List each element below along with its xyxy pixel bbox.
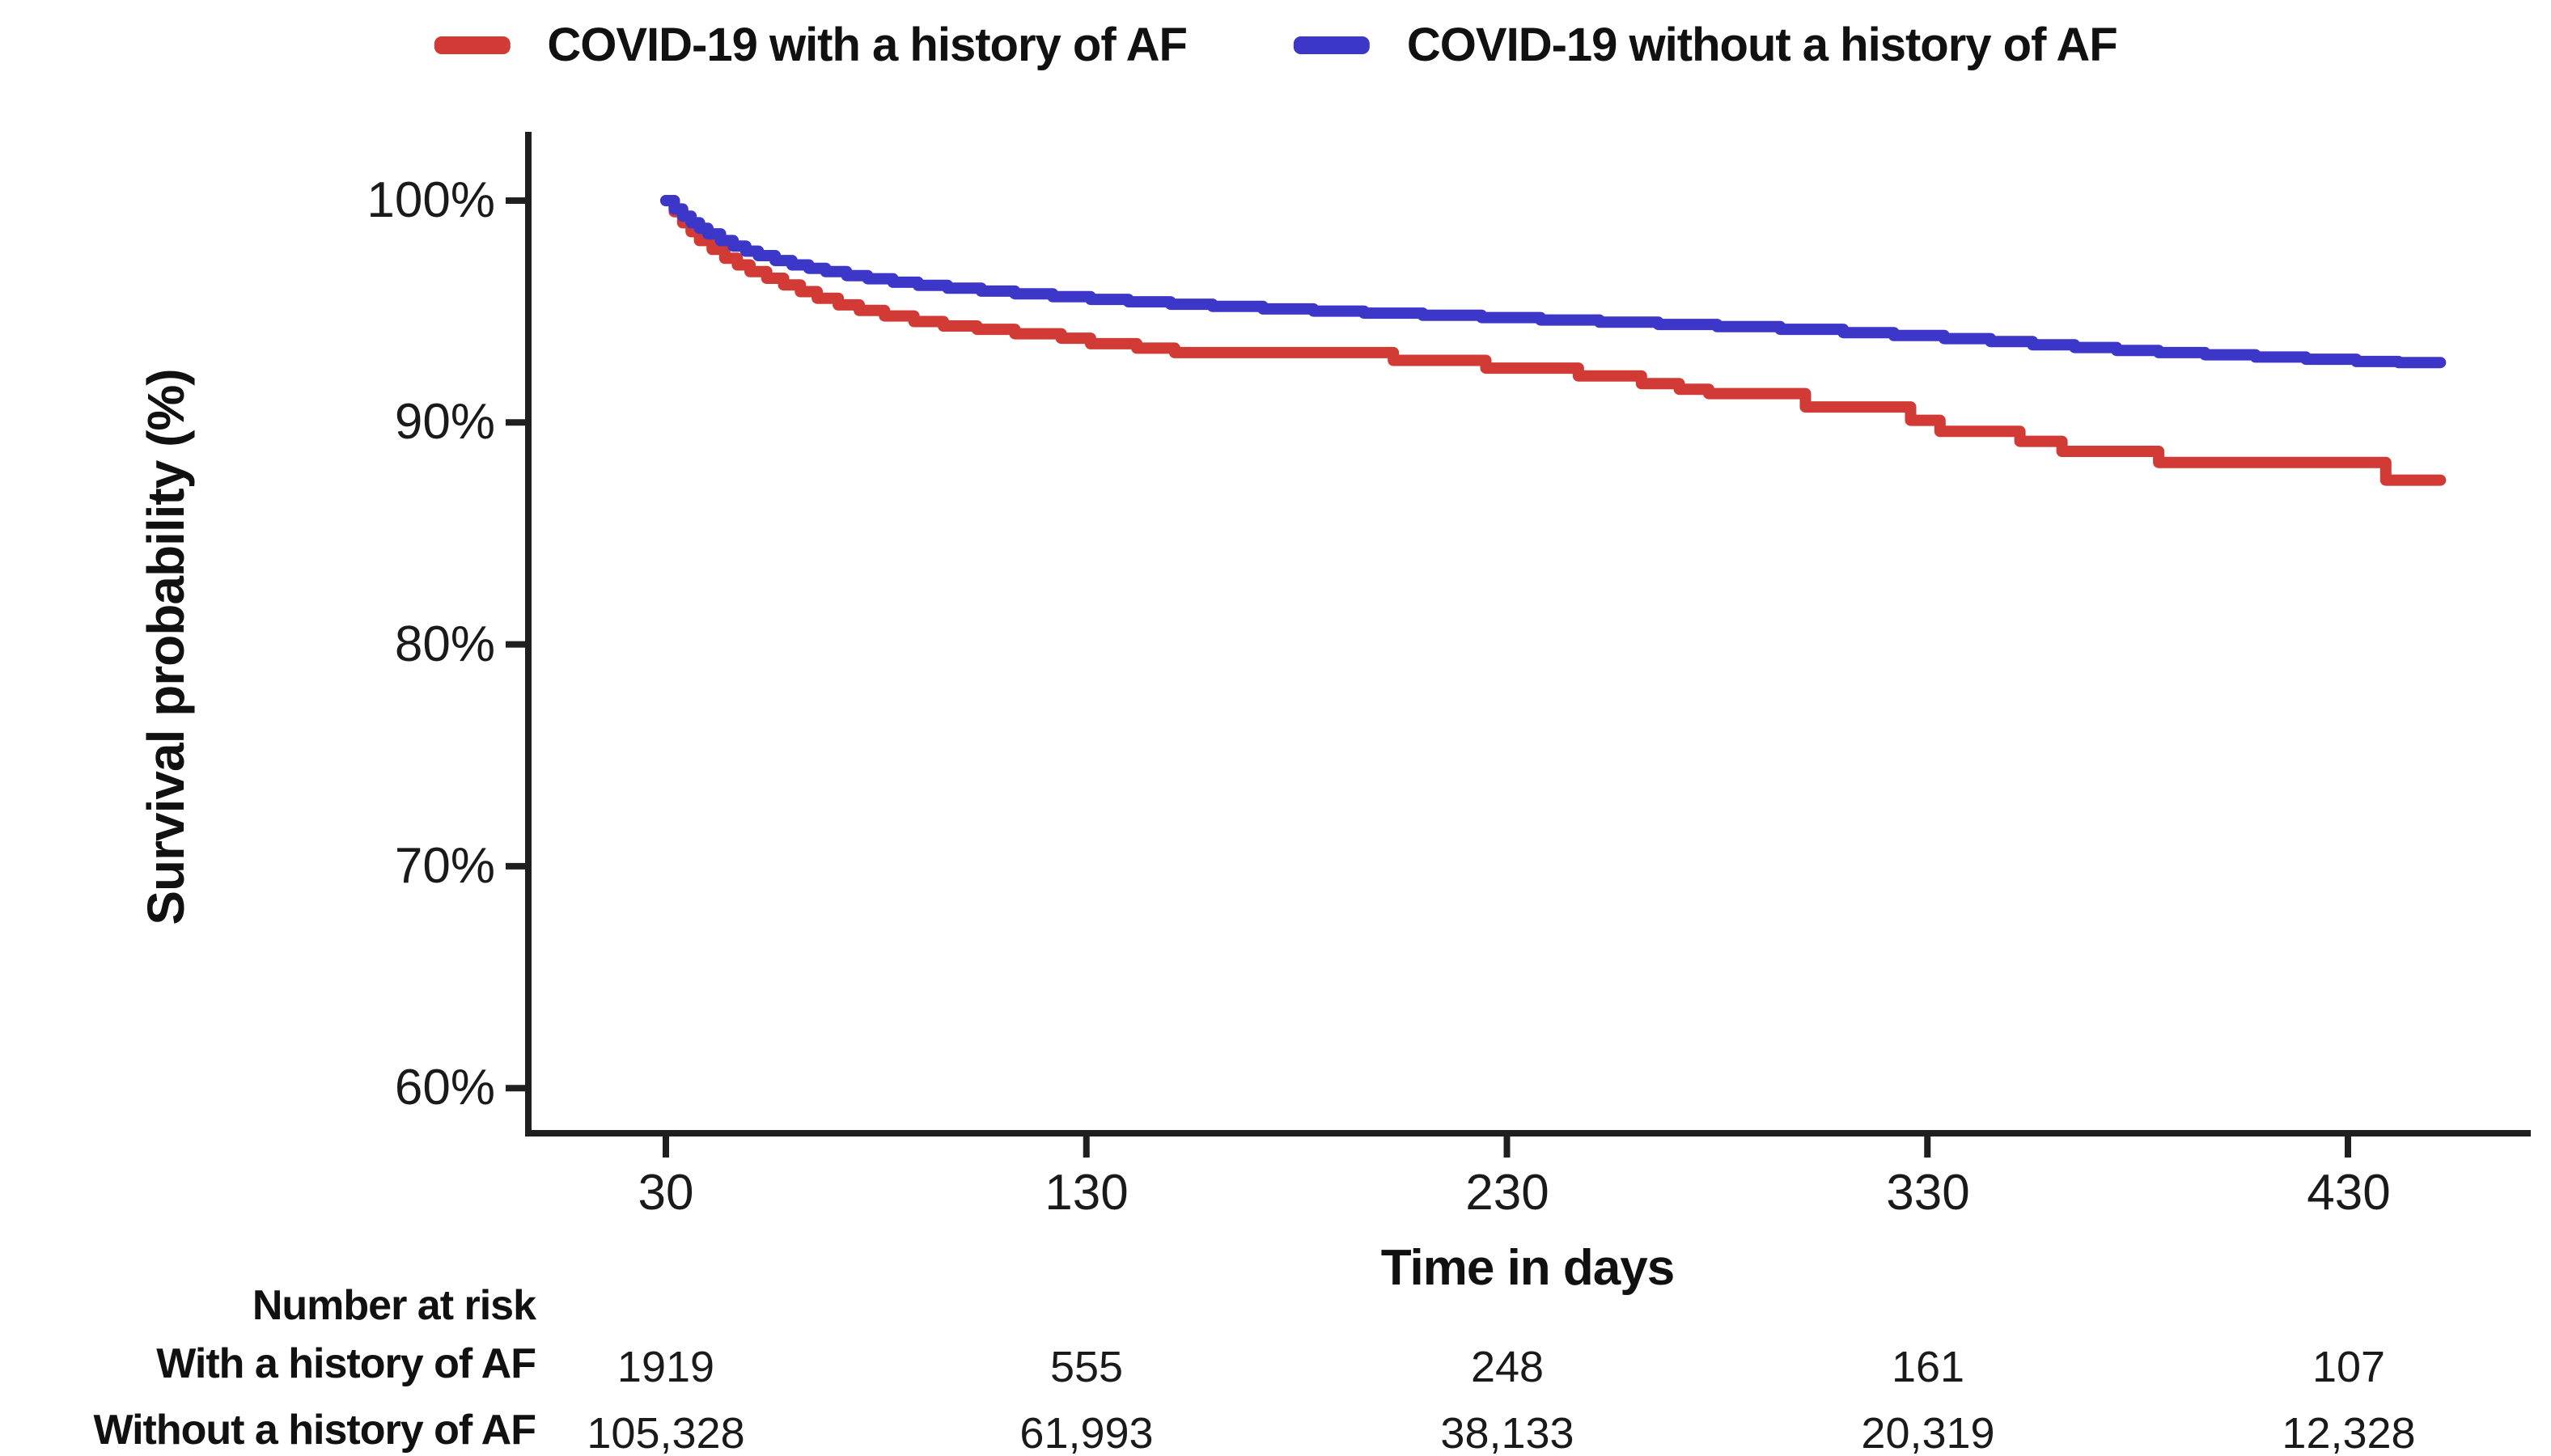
risk-value: 555 (1049, 1343, 1124, 1391)
x-tick-label-30: 30 (638, 1165, 694, 1221)
x-tick-label-230: 230 (1465, 1165, 1549, 1221)
risk-row-label-with-af: With a history of AF (156, 1340, 536, 1387)
legend-dash-blue-icon (1293, 36, 1370, 54)
legend-dash-red-icon (434, 36, 511, 54)
y-tick-label-100: 100% (367, 172, 495, 228)
x-tick-label-430: 430 (2307, 1165, 2391, 1221)
x-tick-label-130: 130 (1045, 1165, 1129, 1221)
risk-value: 161 (1891, 1343, 1965, 1391)
survival-curve-with-af (660, 195, 2447, 486)
risk-row-label-without-af: Without a history of AF (93, 1407, 536, 1454)
risk-table-header: Number at risk (252, 1282, 536, 1329)
y-tick-label-60: 60% (394, 1060, 495, 1115)
y-tick-label-90: 90% (394, 394, 495, 450)
risk-value: 105,328 (587, 1409, 745, 1456)
y-tick-label-80: 80% (394, 616, 495, 672)
risk-value: 61,993 (1019, 1409, 1154, 1456)
risk-value: 12,328 (2282, 1409, 2416, 1456)
x-tick-label-330: 330 (1886, 1165, 1970, 1221)
legend-label-without-af: COVID-19 without a history of AF (1406, 19, 2118, 71)
chart-legend: COVID-19 with a history of AF COVID-19 w… (434, 18, 2118, 72)
risk-value: 1919 (617, 1343, 715, 1391)
legend-item-without-af: COVID-19 without a history of AF (1293, 18, 2118, 72)
legend-label-with-af: COVID-19 with a history of AF (547, 19, 1188, 71)
x-axis-title: Time in days (1380, 1240, 1675, 1296)
risk-value: 107 (2312, 1343, 2386, 1391)
legend-item-with-af: COVID-19 with a history of AF (434, 18, 1188, 72)
risk-value: 20,319 (1861, 1409, 1995, 1456)
risk-value: 248 (1470, 1343, 1545, 1391)
y-tick-label-70: 70% (394, 838, 495, 894)
survival-curve-without-af (660, 195, 2447, 369)
risk-value: 38,133 (1440, 1409, 1574, 1456)
